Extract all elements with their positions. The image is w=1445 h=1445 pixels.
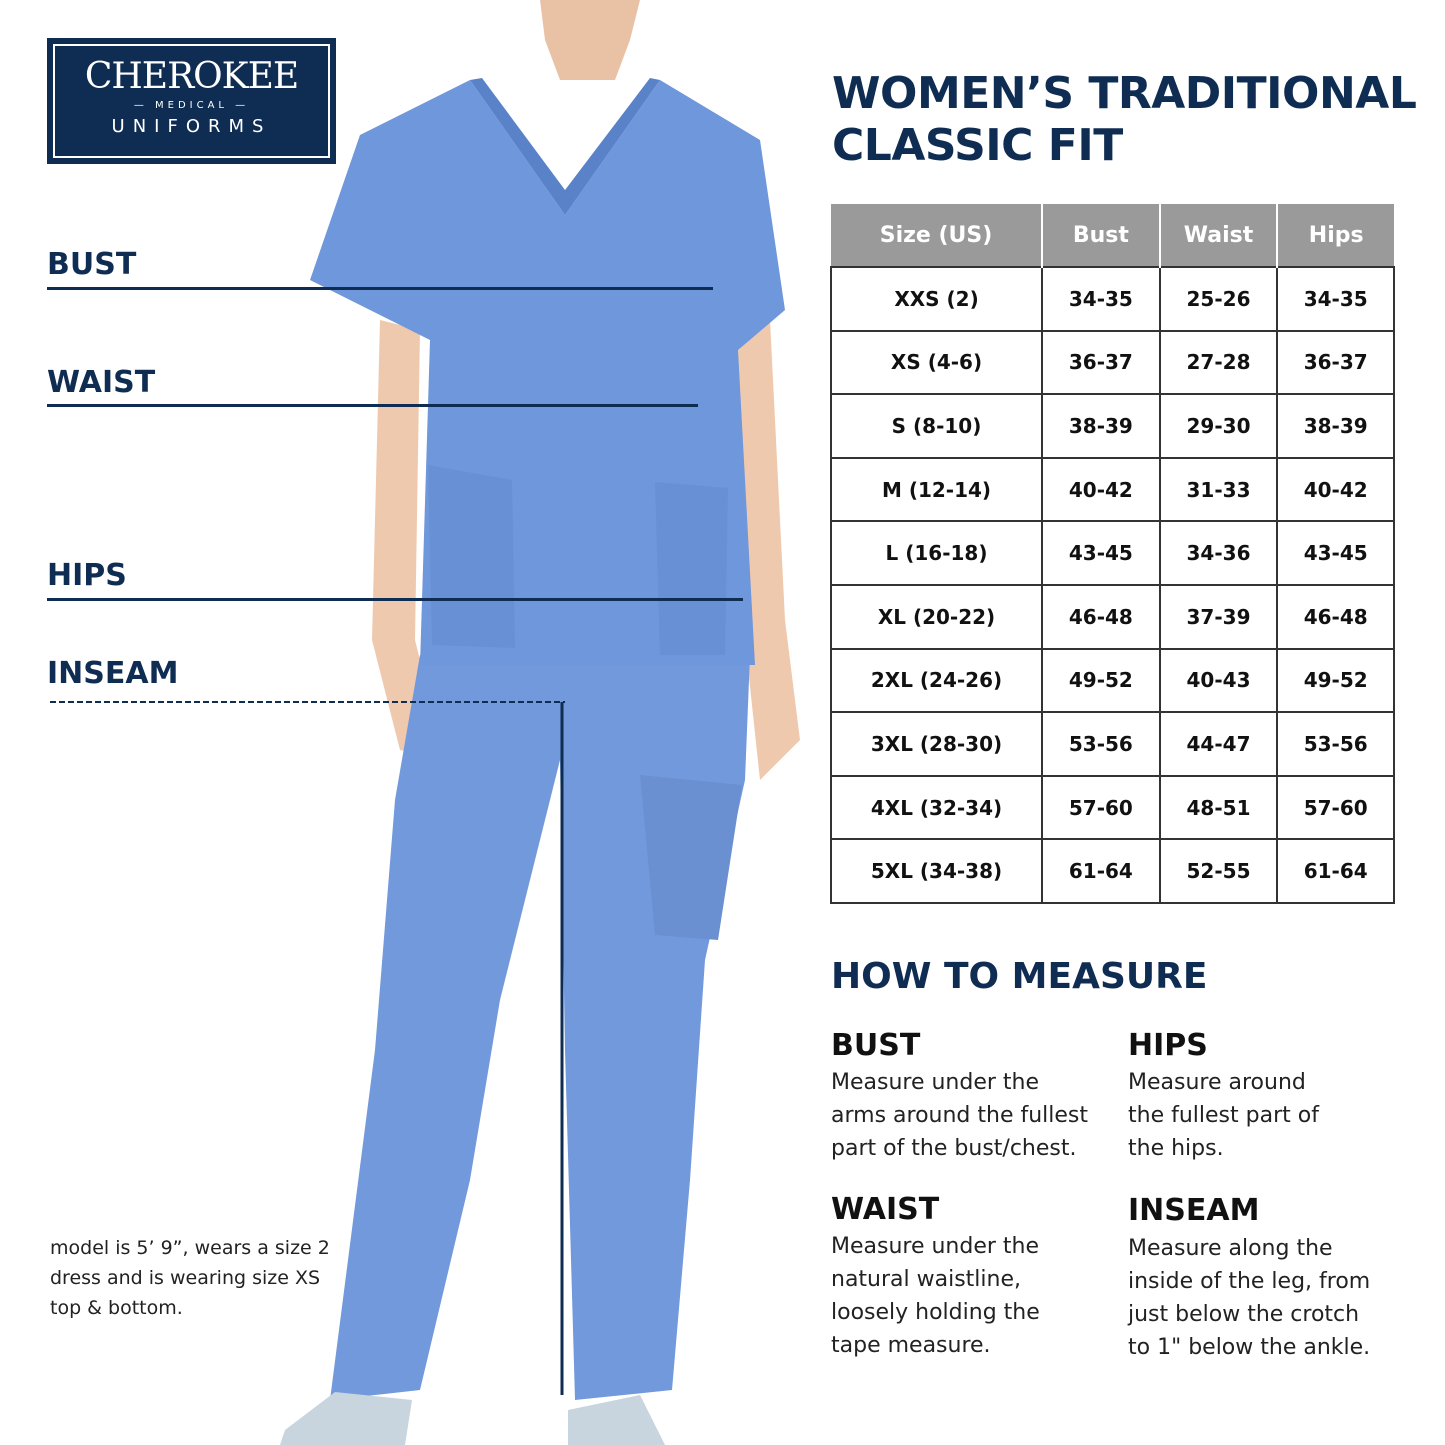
- cell-hips: 49-52: [1276, 647, 1395, 714]
- cell-waist: 31-33: [1158, 456, 1279, 523]
- cell-bust: 43-45: [1041, 520, 1161, 586]
- cell-size: L (16-18): [829, 520, 1044, 586]
- table-row: XXS (2) 34-35 25-26 34-35: [829, 266, 1395, 332]
- table-row: XS (4-6) 36-37 27-28 36-37: [829, 329, 1395, 396]
- waist-label: WAIST: [47, 365, 156, 400]
- cell-hips: 43-45: [1276, 520, 1395, 586]
- cell-waist: 29-30: [1158, 393, 1279, 459]
- measure-inseam-text: Measure along the inside of the leg, from…: [1128, 1236, 1371, 1360]
- cell-hips: 57-60: [1276, 774, 1395, 841]
- cell-bust: 61-64: [1041, 838, 1161, 904]
- cell-bust: 57-60: [1041, 774, 1161, 841]
- cell-bust: 34-35: [1041, 266, 1161, 332]
- cell-size: 5XL (34-38): [829, 838, 1044, 904]
- how-to-measure-title: HOW TO MEASURE: [831, 956, 1208, 997]
- cell-bust: 46-48: [1041, 583, 1161, 650]
- cell-waist: 34-36: [1158, 520, 1279, 586]
- cell-size: 4XL (32-34): [829, 774, 1044, 841]
- table-row: 2XL (24-26) 49-52 40-43 49-52: [829, 647, 1395, 714]
- logo-uniforms: UNIFORMS: [111, 116, 272, 137]
- model-note: model is 5’ 9”, wears a size 2 dress and …: [50, 1237, 330, 1319]
- cell-size: 3XL (28-30): [829, 711, 1044, 777]
- table-row: L (16-18) 43-45 34-36 43-45: [829, 520, 1395, 586]
- cell-waist: 48-51: [1158, 774, 1279, 841]
- table-row: S (8-10) 38-39 29-30 38-39: [829, 393, 1395, 459]
- measure-bust-label: BUST: [831, 1028, 921, 1063]
- table-row: 5XL (34-38) 61-64 52-55 61-64: [829, 838, 1395, 904]
- cell-waist: 44-47: [1158, 711, 1279, 777]
- page-title: WOMEN’S TRADITIONAL CLASSIC FIT: [832, 68, 1417, 171]
- cell-bust: 38-39: [1041, 393, 1161, 459]
- logo-brand: CHEROKEE: [84, 56, 299, 97]
- cell-size: 2XL (24-26): [829, 647, 1044, 714]
- cell-size: S (8-10): [829, 393, 1044, 459]
- table-row: 4XL (32-34) 57-60 48-51 57-60: [829, 774, 1395, 841]
- cell-size: M (12-14): [829, 456, 1044, 523]
- cell-waist: 37-39: [1158, 583, 1279, 650]
- header-hips: Hips: [1276, 204, 1394, 267]
- cell-bust: 49-52: [1041, 647, 1161, 714]
- logo-medical: — MEDICAL —: [133, 100, 250, 111]
- header-bust: Bust: [1041, 204, 1160, 267]
- bust-label: BUST: [47, 247, 137, 282]
- measure-inseam-label: INSEAM: [1128, 1193, 1260, 1228]
- cell-size: XXS (2): [829, 266, 1044, 332]
- cell-waist: 52-55: [1158, 838, 1279, 904]
- measure-waist-text: Measure under the natural waistline, loose…: [831, 1234, 1040, 1358]
- cell-hips: 34-35: [1276, 266, 1395, 332]
- cell-size: XS (4-6): [829, 329, 1044, 396]
- cell-hips: 38-39: [1276, 393, 1395, 459]
- table-row: 3XL (28-30) 53-56 44-47 53-56: [829, 711, 1395, 777]
- header-waist: Waist: [1158, 204, 1278, 267]
- cell-bust: 53-56: [1041, 711, 1161, 777]
- measure-hips-text: Measure around the fullest part of the hip…: [1128, 1070, 1319, 1161]
- cell-hips: 53-56: [1276, 711, 1395, 777]
- cell-size: XL (20-22): [829, 583, 1044, 650]
- table-row: XL (20-22) 46-48 37-39 46-48: [829, 583, 1395, 650]
- cell-hips: 46-48: [1276, 583, 1395, 650]
- cell-hips: 40-42: [1276, 456, 1395, 523]
- measure-bust-text: Measure under the arms around the fullest…: [831, 1070, 1089, 1161]
- size-table: Size (US) Bust Waist Hips XXS (2) 34-35 25…: [829, 204, 1395, 904]
- waist-line: [47, 404, 698, 407]
- cell-hips: 61-64: [1276, 838, 1395, 904]
- measure-waist-label: WAIST: [831, 1192, 940, 1227]
- cell-waist: 25-26: [1158, 266, 1279, 332]
- table-row: M (12-14) 40-42 31-33 40-42: [829, 456, 1395, 523]
- table-header-row: Size (US) Bust Waist Hips: [831, 204, 1394, 267]
- cell-waist: 27-28: [1158, 329, 1279, 396]
- cell-hips: 36-37: [1276, 329, 1395, 396]
- bust-line: [47, 287, 713, 290]
- cherokee-logo: CHEROKEE — MEDICAL — UNIFORMS: [47, 38, 336, 164]
- cell-bust: 40-42: [1041, 456, 1161, 523]
- hips-label: HIPS: [47, 558, 127, 593]
- cell-waist: 40-43: [1158, 647, 1279, 714]
- hips-line: [47, 598, 743, 601]
- inseam-label: INSEAM: [47, 656, 179, 691]
- header-size: Size (US): [831, 204, 1043, 267]
- measure-hips-label: HIPS: [1128, 1028, 1208, 1063]
- cell-bust: 36-37: [1041, 329, 1161, 396]
